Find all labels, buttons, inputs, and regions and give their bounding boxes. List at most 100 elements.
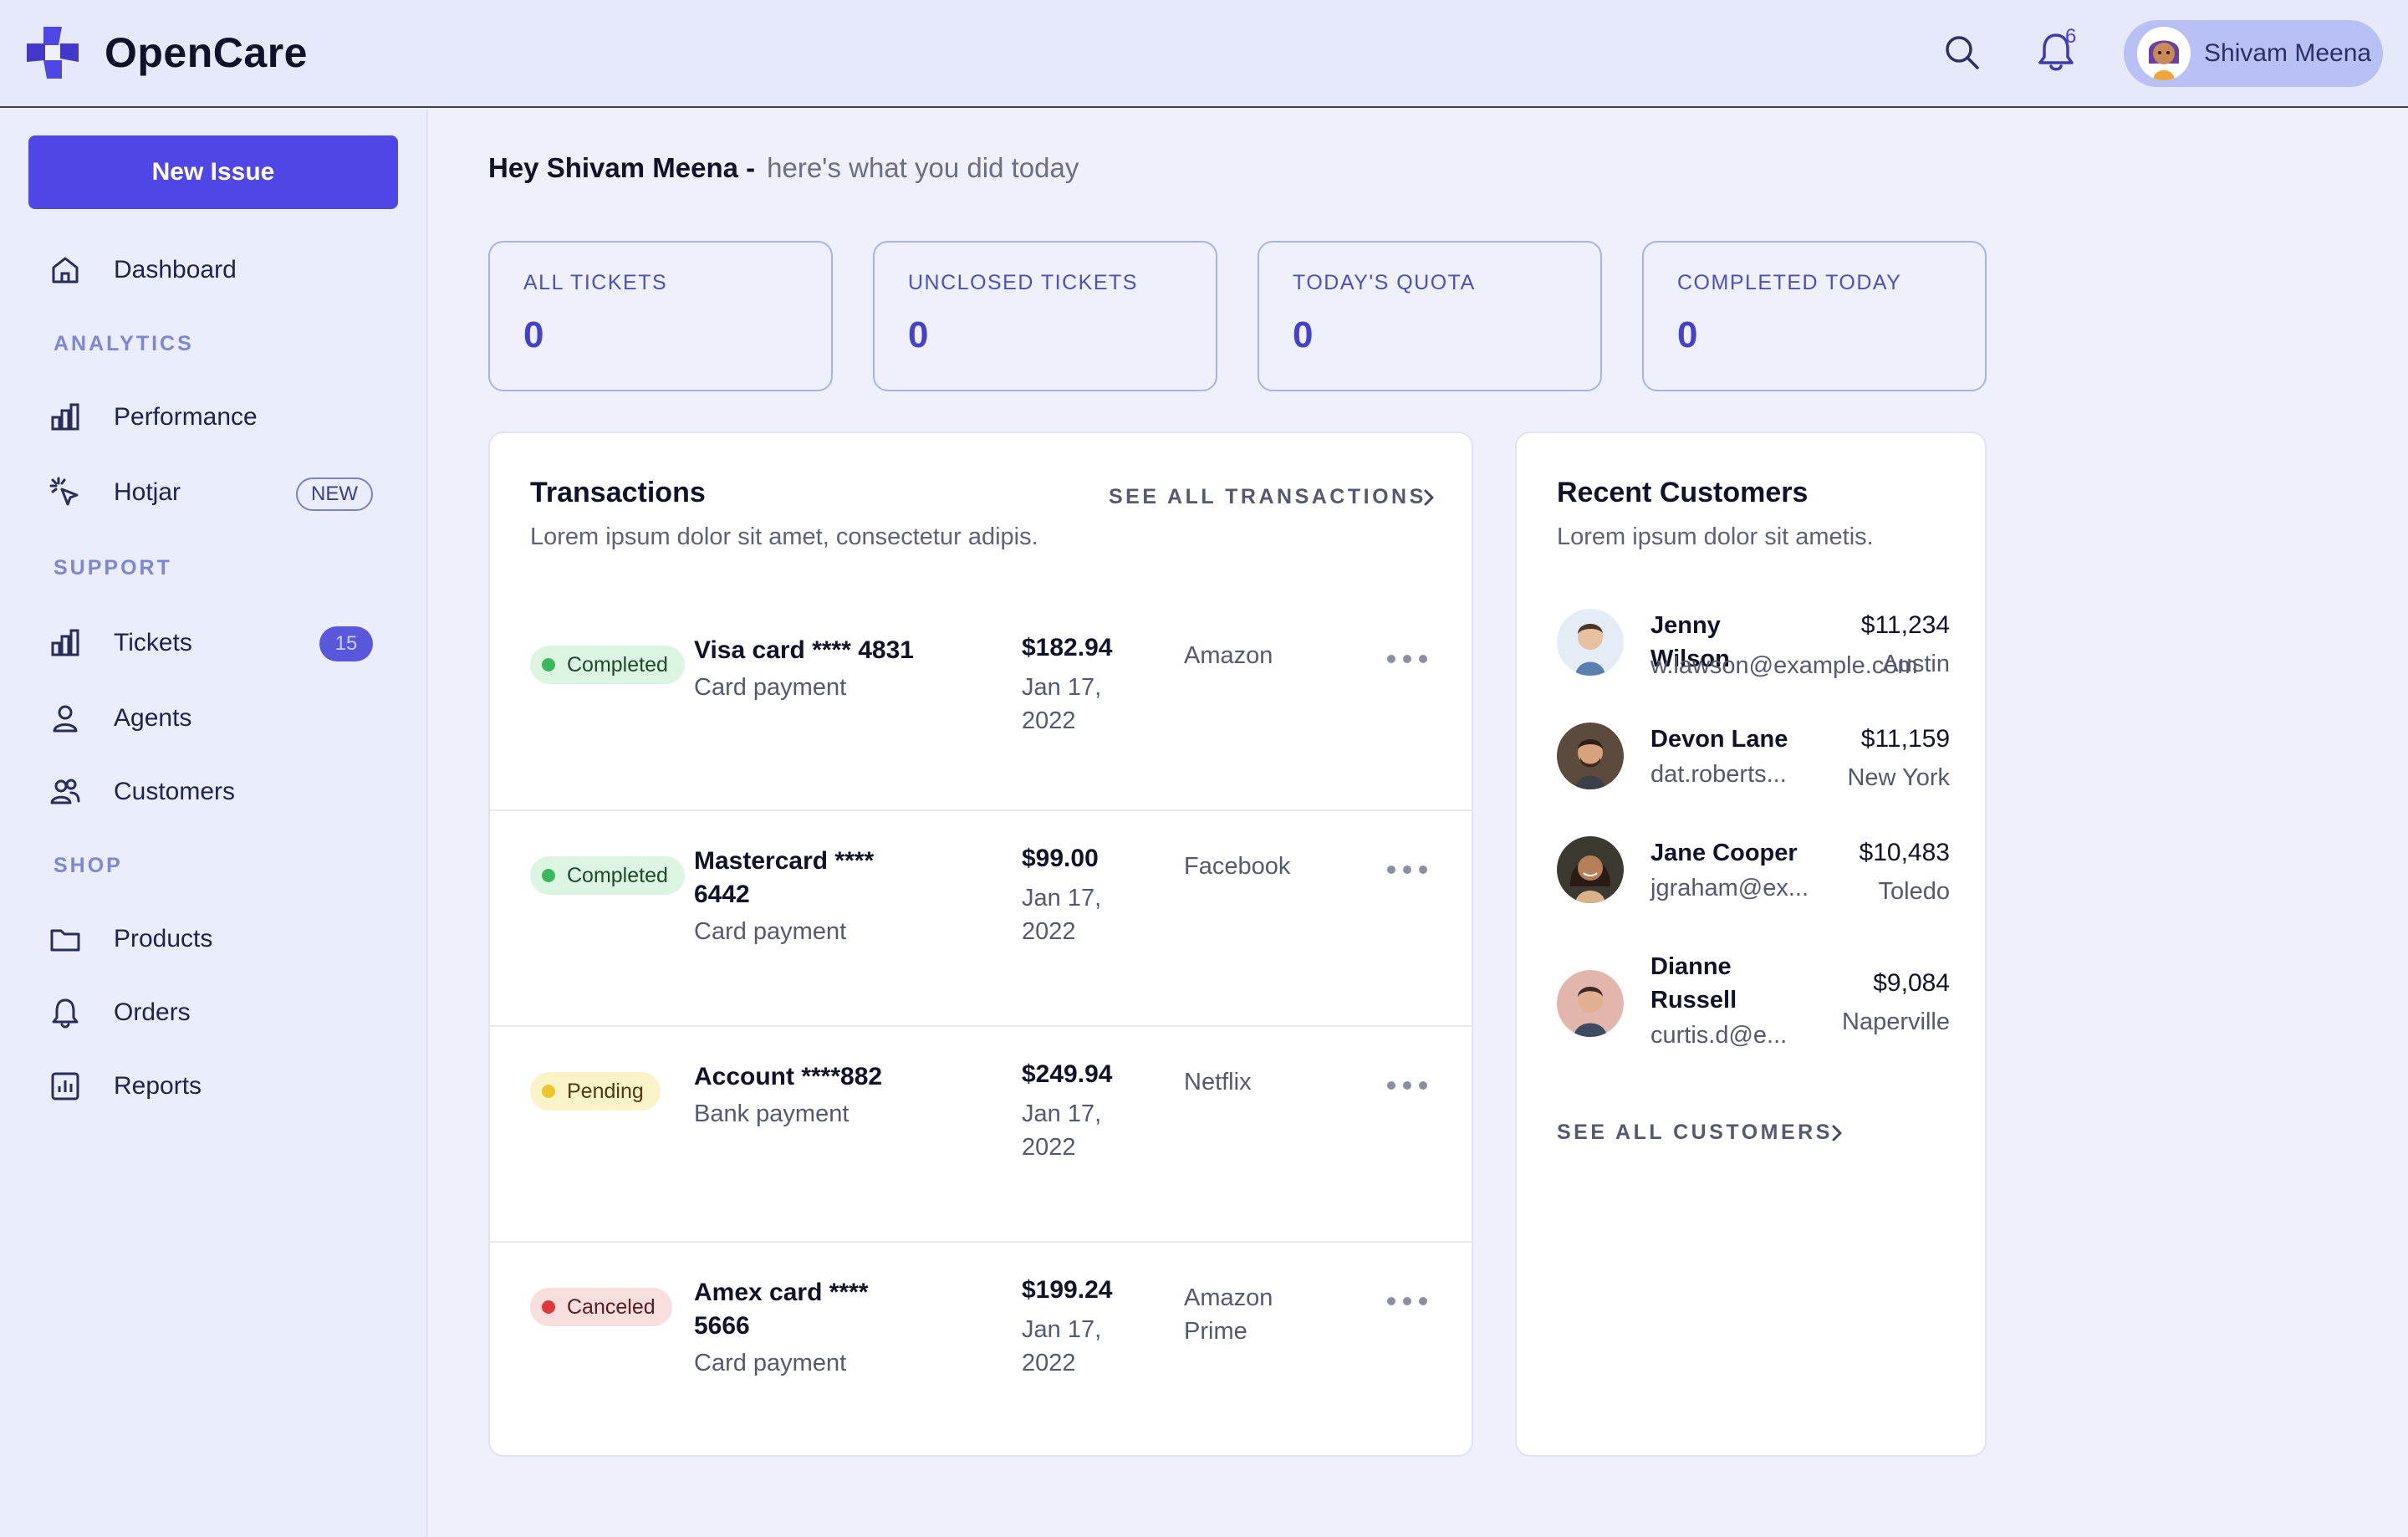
customer-avatar (1557, 723, 1624, 789)
transactions-subtitle: Lorem ipsum dolor sit amet, consectetur … (530, 523, 1038, 550)
new-issue-button[interactable]: New Issue (28, 135, 398, 209)
customer-amount: $11,159 (1860, 725, 1950, 753)
sidebar-item-label: Agents (114, 704, 192, 732)
transaction-card: Mastercard **** 6442 (694, 847, 875, 908)
section-title-shop: SHOP (54, 854, 123, 877)
cursor-click-icon (49, 477, 79, 506)
more-options-icon[interactable] (1385, 1284, 1430, 1318)
bell-icon (52, 998, 79, 1029)
stat-value: 0 (908, 314, 929, 355)
transaction-row[interactable]: Completed Mastercard **** 6442 Card paym… (490, 809, 1473, 1025)
transaction-row[interactable]: Pending Account ****882 Bank payment $24… (490, 1025, 1473, 1241)
status-badge-completed: Completed (530, 856, 685, 895)
see-all-transactions-link[interactable]: SEE ALL TRANSACTIONS (1109, 482, 1443, 515)
opencare-logo-icon[interactable] (25, 25, 80, 80)
transaction-date: Jan 17, 2022 (1022, 1100, 1102, 1161)
stat-card-unclosed-tickets[interactable]: UNCLOSED TICKETS 0 (873, 241, 1217, 391)
notification-bell-icon[interactable] (2035, 30, 2077, 74)
customer-name: Devon Lane (1650, 726, 1788, 753)
sidebar-item-agents[interactable]: Agents (48, 693, 400, 743)
transaction-merchant: Netflix (1184, 1069, 1252, 1095)
sidebar: New Issue Dashboard ANALYTICS Performanc… (0, 110, 428, 1537)
sidebar-item-dashboard[interactable]: Dashboard (48, 245, 400, 295)
stat-value: 0 (523, 314, 544, 355)
home-icon (52, 257, 79, 283)
customer-email: dat.roberts... (1650, 761, 1787, 788)
status-badge-canceled: Canceled (530, 1288, 672, 1326)
customer-city: Austin (1882, 651, 1950, 677)
customer-city: Toledo (1878, 878, 1950, 905)
transaction-row[interactable]: Canceled Amex card **** 5666 Card paymen… (490, 1241, 1473, 1457)
user-avatar (2137, 27, 2191, 80)
stat-card-completed-today[interactable]: COMPLETED TODAY 0 (1642, 241, 1987, 391)
transaction-date: Jan 17, 2022 (1022, 885, 1102, 945)
brand-name[interactable]: OpenCare (105, 29, 308, 76)
customer-row[interactable]: Jenny Wilson w.lawson@example.com $11,23… (1557, 609, 1950, 692)
transaction-method: Bank payment (694, 1100, 849, 1127)
chevron-right-icon (1832, 1125, 1842, 1141)
customer-email: jgraham@ex... (1650, 875, 1809, 901)
transaction-date: Jan 17, 2022 (1022, 1316, 1102, 1376)
sidebar-item-label: Hotjar (114, 478, 181, 506)
bar-chart-icon (51, 403, 79, 431)
stat-value: 0 (1293, 314, 1314, 355)
see-all-customers-link[interactable]: SEE ALL CUSTOMERS (1557, 1117, 1875, 1151)
more-options-icon[interactable] (1385, 1069, 1430, 1102)
sidebar-item-products[interactable]: Products (48, 914, 400, 964)
customer-amount: $11,234 (1860, 611, 1950, 639)
top-bar: OpenCare 6 Shivam Meena (0, 0, 2408, 108)
sidebar-item-label: Dashboard (114, 256, 237, 283)
transaction-merchant: Facebook (1184, 853, 1291, 880)
user-menu-button[interactable]: Shivam Meena (2124, 20, 2383, 87)
tickets-count-badge: 15 (319, 626, 373, 661)
section-title-analytics: ANALYTICS (54, 332, 194, 355)
transaction-amount: $99.00 (1022, 845, 1099, 872)
transaction-amount: $249.94 (1022, 1060, 1113, 1088)
transaction-method: Card payment (694, 674, 847, 701)
stat-card-all-tickets[interactable]: ALL TICKETS 0 (488, 241, 833, 391)
transaction-merchant: Amazon Prime (1184, 1284, 1273, 1345)
stat-label: UNCLOSED TICKETS (908, 271, 1138, 294)
sidebar-item-orders[interactable]: Orders (48, 988, 400, 1038)
sidebar-item-tickets[interactable]: Tickets 15 (48, 618, 400, 668)
transaction-card: Amex card **** 5666 (694, 1279, 869, 1340)
recent-customers-card: Recent Customers Lorem ipsum dolor sit a… (1515, 431, 1987, 1457)
search-icon[interactable] (1941, 32, 1982, 72)
user-icon (53, 705, 78, 733)
transaction-method: Card payment (694, 918, 847, 945)
new-badge: NEW (296, 477, 373, 511)
more-options-icon[interactable] (1385, 642, 1430, 676)
sidebar-item-label: Products (114, 925, 213, 952)
more-options-icon[interactable] (1385, 853, 1430, 886)
customer-city: Naperville (1842, 1008, 1950, 1035)
sidebar-item-label: Performance (114, 403, 258, 431)
status-badge-completed: Completed (530, 646, 685, 684)
transaction-row[interactable]: Completed Visa card **** 4831 Card payme… (490, 600, 1473, 816)
sidebar-item-reports[interactable]: Reports (48, 1061, 400, 1111)
transaction-amount: $182.94 (1022, 634, 1113, 661)
sidebar-item-label: Orders (114, 998, 191, 1026)
bar-chart-icon (51, 629, 79, 656)
greeting-subtitle: here's what you did today (767, 152, 1079, 183)
stat-card-todays-quota[interactable]: TODAY'S QUOTA 0 (1258, 241, 1602, 391)
users-icon (50, 779, 80, 804)
sidebar-item-performance[interactable]: Performance (48, 392, 400, 442)
customer-row[interactable]: Jane Cooper jgraham@ex... $10,483 Toledo (1557, 836, 1950, 920)
stat-value: 0 (1677, 314, 1698, 355)
section-title-support: SUPPORT (54, 556, 172, 580)
transaction-method: Card payment (694, 1350, 847, 1376)
customer-avatar (1557, 609, 1624, 676)
user-name: Shivam Meena (2204, 39, 2372, 67)
customer-row[interactable]: Devon Lane dat.roberts... $11,159 New Yo… (1557, 723, 1950, 806)
folder-icon (50, 929, 80, 952)
customer-amount: $10,483 (1859, 839, 1950, 866)
report-chart-icon (51, 1072, 79, 1100)
customer-row[interactable]: Dianne Russell curtis.d@e... $9,084 Nape… (1557, 950, 1950, 1067)
transaction-card: Visa card **** 4831 (694, 636, 914, 664)
sidebar-item-label: Tickets (114, 629, 192, 656)
sidebar-item-label: Customers (114, 778, 236, 805)
recent-customers-title: Recent Customers (1557, 477, 1809, 508)
customer-avatar (1557, 836, 1624, 903)
sidebar-item-hotjar[interactable]: Hotjar NEW (48, 467, 400, 518)
sidebar-item-customers[interactable]: Customers (48, 767, 400, 817)
